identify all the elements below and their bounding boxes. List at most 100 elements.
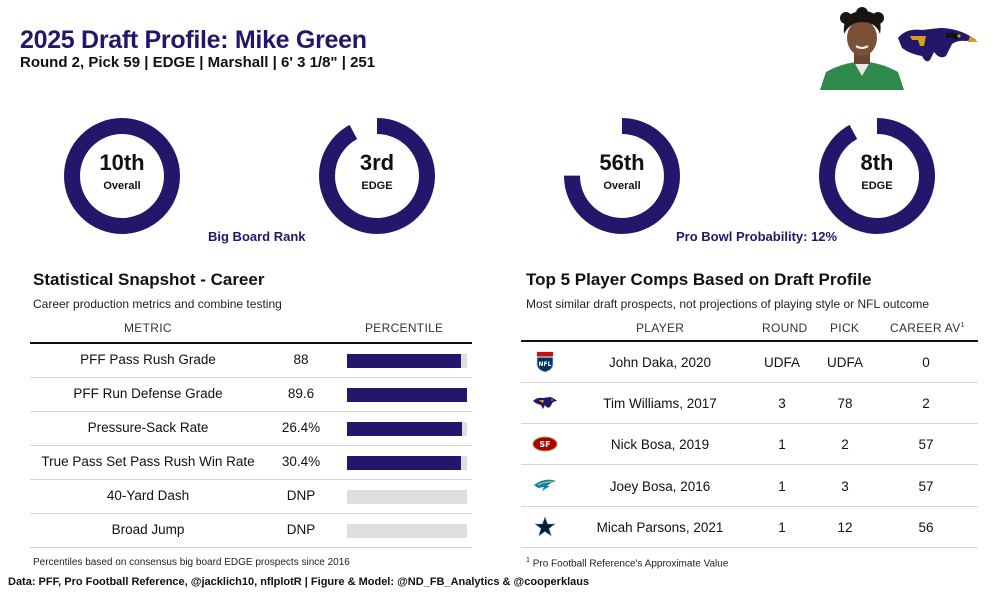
- career-av-value: 57: [918, 437, 934, 453]
- comps-title: Top 5 Player Comps Based on Draft Profil…: [526, 270, 872, 289]
- metric-value: DNP: [286, 522, 316, 537]
- player-name: Micah Parsons, 2021: [596, 519, 724, 535]
- row-divider: [30, 479, 472, 480]
- draft-round: UDFA: [763, 355, 800, 370]
- donut-ring: [819, 118, 935, 234]
- draft-round: 1: [778, 478, 786, 494]
- donut-ring: [319, 118, 435, 234]
- row-divider: [30, 513, 472, 514]
- percentile-bar-fill: [347, 354, 461, 368]
- player-headshot: [816, 6, 908, 90]
- pro-bowl-edge-donut: 8th EDGE: [817, 116, 937, 236]
- comps-note: 1 Pro Football Reference's Approximate V…: [526, 557, 728, 569]
- snapshot-title: Statistical Snapshot - Career: [33, 270, 265, 289]
- comps-description: Most similar draft prospects, not projec…: [526, 297, 930, 311]
- player-subtitle: Round 2, Pick 59 | EDGE | Marshall | 6' …: [20, 54, 376, 71]
- pro-bowl-overall-donut: 56th Overall: [562, 116, 682, 236]
- career-av-label: CAREER AV: [890, 321, 961, 335]
- percentile-bar: [347, 422, 467, 436]
- donut-rank: 56th: [599, 150, 645, 175]
- percentile-bar-fill: [347, 422, 463, 436]
- row-divider: [521, 464, 978, 466]
- page-title: 2025 Draft Profile: Mike Green: [20, 26, 367, 54]
- divider: [521, 340, 978, 342]
- big-board-label: Big Board Rank: [208, 229, 306, 244]
- player-name: Nick Bosa, 2019: [610, 437, 710, 453]
- big-board-overall-donut: 10th Overall: [62, 116, 182, 236]
- source-footer: Data: PFF, Pro Football Reference, @jack…: [8, 576, 590, 588]
- metric-label: Broad Jump: [111, 522, 185, 537]
- row-divider: [30, 377, 472, 378]
- draft-pick: UDFA: [826, 355, 863, 370]
- svg-text:NFL: NFL: [539, 361, 552, 368]
- row-divider: [521, 546, 978, 548]
- metric-label: Pressure-Sack Rate: [87, 420, 209, 435]
- metric-value: DNP: [286, 488, 316, 503]
- pick-column-header: PICK: [830, 321, 860, 335]
- chargers-logo-icon: [532, 475, 558, 497]
- metric-value: 88: [293, 352, 309, 367]
- draft-round: 1: [778, 519, 786, 535]
- row-divider: [521, 423, 978, 425]
- donut-ring: [564, 118, 680, 234]
- percentile-bar: [347, 524, 467, 538]
- percentile-bar-fill: [347, 388, 467, 402]
- donut-sublabel: EDGE: [361, 180, 393, 192]
- divider: [30, 547, 472, 548]
- ravens-logo-icon: [896, 24, 978, 66]
- metric-label: PFF Pass Rush Grade: [80, 352, 216, 367]
- metric-value: 30.4%: [281, 454, 321, 469]
- donut-sublabel: Overall: [103, 180, 141, 192]
- draft-round: 3: [778, 396, 786, 412]
- snapshot-note: Percentiles based on consensus big board…: [33, 557, 350, 568]
- career-av-value: 0: [922, 355, 930, 370]
- donut-rank: 10th: [99, 150, 145, 175]
- player-name: Tim Williams, 2017: [603, 396, 717, 412]
- cowboys-star-icon: [532, 515, 558, 538]
- snapshot-description: Career production metrics and combine te…: [33, 297, 282, 311]
- player-column-header: PLAYER: [636, 321, 685, 335]
- career-av-value: 56: [918, 519, 934, 535]
- player-name: John Daka, 2020: [608, 355, 712, 370]
- svg-text:SF: SF: [539, 440, 550, 449]
- big-board-edge-donut: 3rd EDGE: [317, 116, 437, 236]
- percentile-bar: [347, 388, 467, 402]
- percentile-column-header: PERCENTILE: [365, 321, 444, 335]
- draft-pick: 2: [841, 437, 849, 453]
- metric-label: 40-Yard Dash: [106, 488, 190, 503]
- round-column-header: ROUND: [762, 321, 808, 335]
- pro-bowl-label: Pro Bowl Probability: 12%: [676, 229, 838, 244]
- career-av-value: 2: [922, 396, 930, 412]
- nfl-shield-icon: NFL: [532, 351, 558, 373]
- divider: [30, 342, 472, 344]
- row-divider: [521, 382, 978, 383]
- percentile-bar: [347, 490, 467, 504]
- career-av-column-header: CAREER AV1: [890, 321, 965, 335]
- footnote-marker: 1: [526, 557, 530, 564]
- metric-value: 89.6: [287, 386, 315, 401]
- draft-pick: 12: [837, 519, 853, 535]
- footnote-marker: 1: [960, 322, 965, 329]
- percentile-bar: [347, 354, 467, 368]
- donut-sublabel: Overall: [603, 180, 641, 192]
- metric-label: PFF Run Defense Grade: [73, 386, 223, 401]
- player-name: Joey Bosa, 2016: [609, 478, 711, 494]
- metric-value: 26.4%: [281, 420, 321, 435]
- donut-rank: 3rd: [359, 150, 395, 175]
- percentile-bar: [347, 456, 467, 470]
- metric-label: True Pass Set Pass Rush Win Rate: [41, 454, 255, 469]
- comps-note-text: Pro Football Reference's Approximate Val…: [532, 558, 729, 570]
- career-av-value: 57: [918, 478, 934, 494]
- draft-pick: 3: [841, 478, 849, 494]
- ravens-logo-icon: [532, 392, 558, 414]
- row-divider: [521, 505, 978, 507]
- draft-pick: 78: [837, 396, 853, 412]
- 49ers-logo-icon: SF: [532, 433, 558, 455]
- draft-round: 1: [778, 437, 786, 453]
- row-divider: [30, 445, 472, 446]
- donut-ring: [64, 118, 180, 234]
- donut-rank: 8th: [860, 150, 894, 175]
- percentile-bar-fill: [347, 456, 461, 470]
- metric-column-header: METRIC: [124, 321, 172, 335]
- donut-sublabel: EDGE: [861, 180, 893, 192]
